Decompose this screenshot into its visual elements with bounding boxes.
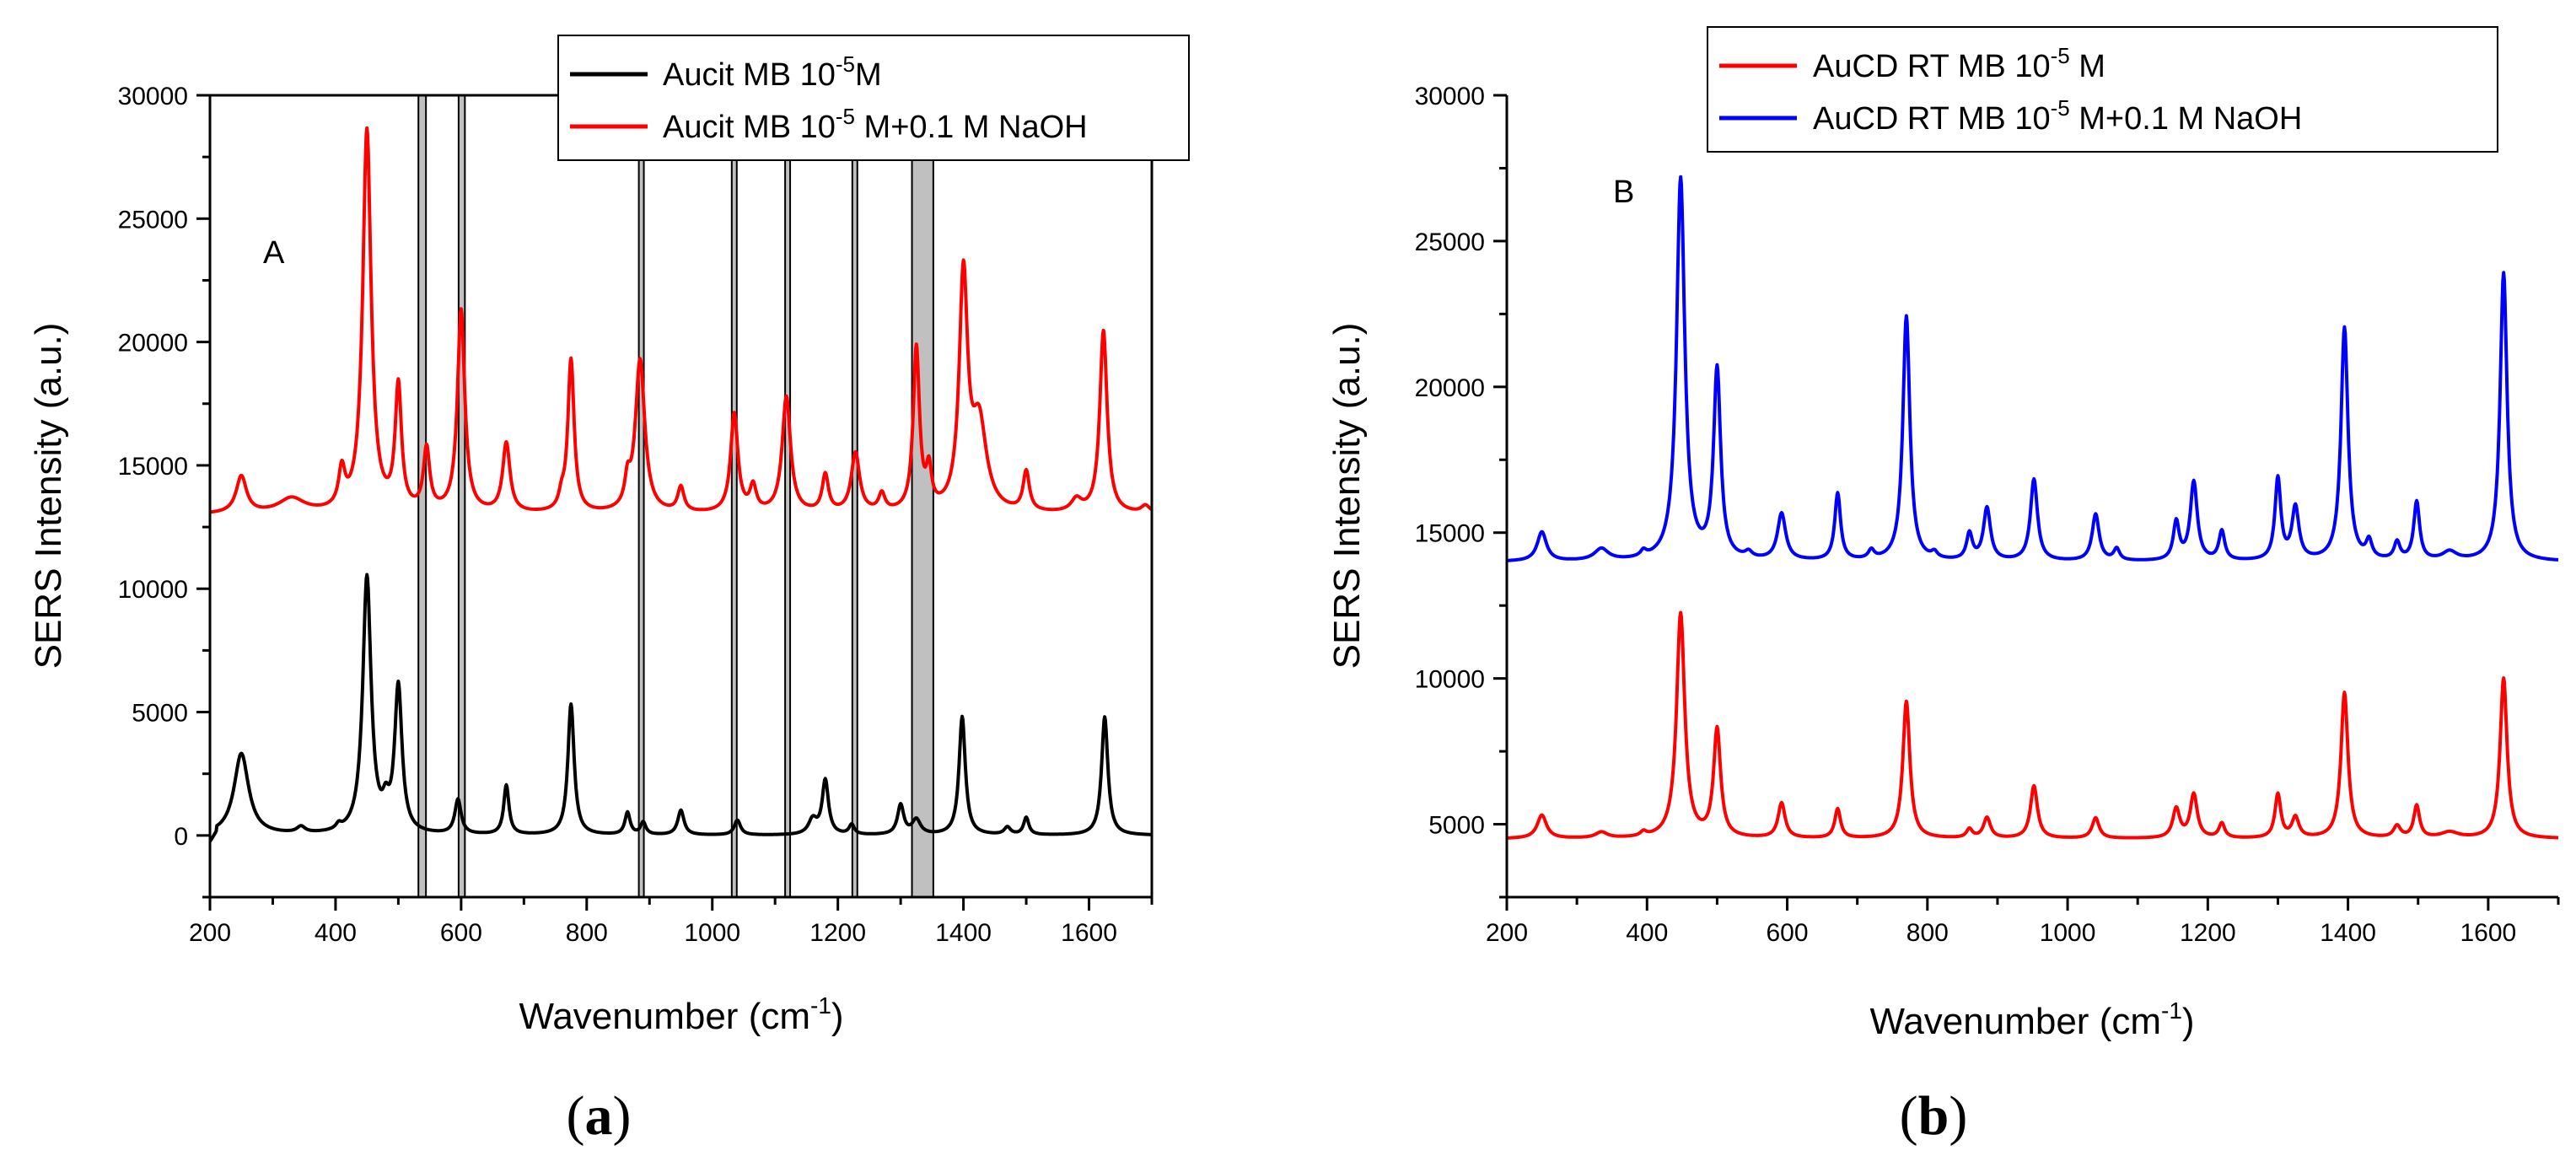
x-tick-label: 1000 — [2040, 919, 2096, 947]
x-tick-label: 1000 — [684, 919, 740, 947]
plot-frame — [208, 94, 1154, 899]
highlight-band — [784, 94, 792, 898]
caption-letter: a — [585, 1085, 613, 1147]
x-tick-label: 1200 — [2180, 919, 2236, 947]
legend-entry-sup: -5 — [836, 51, 855, 77]
x-tick-label: 200 — [1486, 919, 1528, 947]
panel-letter: B — [1613, 175, 1634, 210]
caption-letter: b — [1918, 1085, 1949, 1147]
x-axis-title-text: Wavenumber (cm — [519, 996, 810, 1037]
panel-caption-a: (a) — [567, 1085, 632, 1147]
series-line — [210, 573, 1152, 843]
x-axis-title-sup: -1 — [2161, 997, 2182, 1024]
x-tick-label: 400 — [315, 919, 357, 947]
legend-box — [557, 35, 1190, 161]
caption-open: ( — [1900, 1085, 1918, 1147]
y-tick-label: 10000 — [1415, 666, 1485, 694]
y-tick-label: 20000 — [118, 330, 188, 358]
x-axis-title: Wavenumber (cm-1) — [1869, 997, 2194, 1042]
x-tick-label: 1400 — [2320, 919, 2376, 947]
x-tick-label: 1400 — [935, 919, 992, 947]
x-tick-label: 1600 — [2460, 919, 2516, 947]
x-axis-title-text: Wavenumber (cm — [1869, 1001, 2161, 1042]
legend-entry-tail: M+0.1 M NaOH — [855, 110, 1088, 145]
legend-entry-sup: -5 — [2051, 43, 2070, 68]
spectra-lines — [210, 126, 1152, 843]
legend-entry-text: AuCD RT MB 10 — [1813, 49, 2051, 84]
legend-entry-text: AuCD RT MB 10 — [1813, 101, 2051, 137]
x-tick-label: 600 — [440, 919, 482, 947]
legend-entry-tail: M — [855, 57, 882, 93]
y-tick-label: 25000 — [118, 206, 188, 234]
x-axis-title-sup: -1 — [810, 992, 831, 1019]
legend-entry-sup: -5 — [2051, 95, 2070, 121]
y-tick-label: 20000 — [1415, 374, 1485, 402]
highlight-band — [417, 94, 428, 898]
highlight-band — [637, 94, 645, 898]
x-axis-title-tail: ) — [2182, 1001, 2195, 1042]
highlight-band — [911, 94, 934, 898]
y-tick-label: 5000 — [1428, 812, 1485, 840]
y-axis-title: SERS Intensity (a.u.) — [1326, 323, 1368, 669]
y-tick-label: 15000 — [118, 453, 188, 481]
series-line — [210, 126, 1152, 514]
axis-ticks: 200 400 600 800 1000 1200 1400 1600 5000 10000 150… — [1415, 83, 2560, 947]
x-tick-label: 800 — [566, 919, 608, 947]
highlight-band — [457, 94, 466, 898]
legend: AuCD RT MB 10-5 M AuCD RT MB 10-5 M+0.1 … — [1707, 26, 2498, 153]
legend: Aucit MB 10-5M Aucit MB 10-5 M+0.1 M NaO… — [557, 35, 1190, 161]
y-axis-title: SERS Intensity (a.u.) — [28, 323, 69, 669]
x-tick-label: 600 — [1767, 919, 1809, 947]
highlight-band — [730, 94, 738, 898]
x-tick-label: 1200 — [809, 919, 866, 947]
chart-panel-a: 200 400 600 800 1000 1200 1400 1600 0 5000 10000 15… — [28, 35, 1190, 1147]
chart-panel-b: 200 400 600 800 1000 1200 1400 1600 5000 10000 150… — [1326, 26, 2560, 1147]
legend-entry-tail: M+0.1 M NaOH — [2070, 101, 2303, 137]
highlight-band — [851, 94, 858, 898]
legend-entry-text: Aucit MB 10 — [663, 57, 836, 93]
legend-entry-0: Aucit MB 10-5M — [663, 51, 882, 93]
x-tick-label: 200 — [189, 919, 231, 947]
x-axis-title-tail: ) — [831, 996, 844, 1037]
legend-entry-tail: M — [2070, 49, 2105, 84]
legend-entry-0: AuCD RT MB 10-5 M — [1813, 43, 2105, 84]
y-tick-label: 15000 — [1415, 520, 1485, 548]
axis-ticks: 200 400 600 800 1000 1200 1400 1600 0 5000 10000 15… — [118, 83, 1154, 947]
y-tick-label: 5000 — [132, 700, 188, 728]
y-tick-label: 25000 — [1415, 228, 1485, 256]
y-tick-label: 10000 — [118, 576, 188, 604]
caption-close: ) — [613, 1085, 632, 1147]
legend-entry-sup: -5 — [836, 104, 855, 129]
caption-open: ( — [567, 1085, 585, 1147]
spectra-lines — [1507, 175, 2558, 840]
x-tick-label: 800 — [1906, 919, 1949, 947]
legend-entry-1: AuCD RT MB 10-5 M+0.1 M NaOH — [1813, 95, 2302, 137]
y-tick-label: 30000 — [1415, 83, 1485, 110]
x-tick-label: 1600 — [1061, 919, 1117, 947]
series-line — [1507, 175, 2558, 562]
panel-letter: A — [263, 235, 285, 271]
y-tick-label: 0 — [174, 823, 188, 851]
y-tick-label: 30000 — [118, 83, 188, 110]
legend-entry-text: Aucit MB 10 — [663, 110, 836, 145]
x-axis-title: Wavenumber (cm-1) — [519, 992, 843, 1037]
legend-entry-1: Aucit MB 10-5 M+0.1 M NaOH — [663, 104, 1088, 145]
series-line — [1507, 610, 2558, 840]
panel-caption-b: (b) — [1900, 1085, 1968, 1147]
x-tick-label: 400 — [1626, 919, 1668, 947]
legend-box — [1707, 26, 2498, 153]
caption-close: ) — [1949, 1085, 1967, 1147]
